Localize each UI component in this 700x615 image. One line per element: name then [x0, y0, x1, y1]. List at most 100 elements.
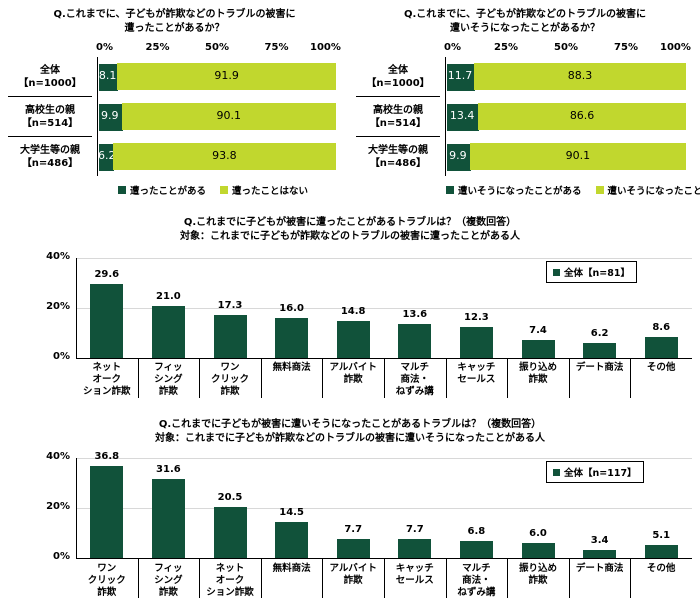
category-label: キャッチ セールス — [395, 563, 434, 586]
legend-item: 遭ったことはない — [220, 183, 308, 197]
bar — [90, 466, 124, 558]
data-label: 13.4 — [449, 109, 475, 122]
legend-label: 遭ったことがある — [130, 186, 207, 197]
bar — [459, 541, 493, 558]
data-label: 11.7 — [447, 69, 473, 82]
x-tick-label: 50% — [205, 42, 229, 53]
category-label: ネット オーク ション詐欺 — [206, 563, 254, 598]
data-label: 7.4 — [529, 324, 547, 336]
category-label: ワン クリック 詐欺 — [210, 362, 249, 397]
data-label: 6.0 — [529, 528, 547, 539]
bar — [398, 324, 432, 358]
category-label: 高校生の親 【n=514】 — [369, 105, 427, 129]
y-tick-label: 0% — [53, 351, 70, 362]
bar — [90, 284, 124, 358]
y-axis-line — [76, 458, 77, 558]
row-separator — [356, 96, 440, 97]
category-label: その他 — [646, 563, 676, 574]
x-tick-label: 75% — [264, 42, 289, 53]
category-label: 全体 【n=1000】 — [18, 65, 82, 89]
category-separator — [568, 358, 570, 398]
category-label: 振り込め 詐欺 — [518, 563, 557, 586]
data-label: 93.8 — [212, 149, 237, 162]
category-separator — [445, 358, 447, 398]
legend-label: 遭いそうになったことはない — [607, 186, 700, 197]
chart-title: Q.これまでに子どもが被害に遭いそうになったことがあるトラブルは？（複数回答） — [158, 419, 542, 430]
y-tick-label: 20% — [46, 501, 70, 512]
data-label: 91.9 — [214, 69, 239, 82]
legend: 全体【n=81】 — [546, 261, 637, 283]
chart-title: Q.これまでに、子どもが詐欺などのトラブルの被害に 遭いそうになったことがあるか？ — [404, 9, 646, 34]
x-tick-label: 100% — [660, 42, 691, 53]
data-label: 7.7 — [344, 523, 363, 535]
category-label: マルチ 商法・ ねずみ講 — [457, 563, 496, 598]
bar-segment-yes — [98, 103, 124, 132]
category-label: 高校生の親 【n=514】 — [21, 105, 79, 129]
legend-item: 遭いそうになったことがある — [446, 183, 582, 197]
data-label: 88.3 — [567, 69, 593, 82]
data-label: 9.9 — [101, 109, 119, 122]
category-label: 無料商法 — [272, 563, 311, 574]
category-label: 全体 【n=1000】 — [366, 65, 430, 89]
category-label: アルバイト 詐欺 — [329, 563, 377, 586]
row-separator — [8, 136, 92, 137]
legend-swatch — [553, 468, 560, 476]
data-label: 90.1 — [565, 149, 591, 162]
bar-segment-no — [117, 63, 336, 90]
category-label: 大学生等の親 【n=486】 — [368, 145, 428, 169]
y-tick-label: 20% — [46, 301, 70, 312]
legend-label: 遭ったことはない — [232, 186, 309, 197]
chart-title: Q.これまでに、子どもが詐欺などのトラブルの被害に 遭ったことがあるか？ — [53, 9, 296, 34]
category-separator — [630, 558, 632, 598]
chart-title: Q.これまでに子どもが被害に遭ったことがあるトラブルは？（複数回答） — [183, 217, 517, 228]
data-label: 8.6 — [652, 321, 671, 333]
category-label: デート商法 — [575, 362, 624, 373]
bar — [583, 549, 617, 558]
data-label: 12.3 — [464, 312, 489, 324]
legend-swatch — [446, 186, 454, 194]
y-axis-line — [76, 258, 77, 358]
bar — [398, 538, 432, 558]
legend-swatch — [220, 186, 229, 194]
category-separator — [137, 558, 139, 598]
x-tick-label: 0% — [96, 42, 113, 53]
bar — [583, 342, 617, 358]
category-label: アルバイト 詐欺 — [329, 362, 377, 385]
bar — [521, 339, 555, 358]
category-label: ワン クリック 詐欺 — [87, 563, 126, 598]
category-label: フィッ シング 詐欺 — [154, 362, 183, 397]
data-label: 5.1 — [652, 530, 671, 542]
data-label: 6.2 — [590, 327, 609, 339]
x-tick-label: 0% — [444, 42, 461, 53]
category-label: マルチ 商法・ ねずみ講 — [395, 362, 434, 397]
y-tick-label: 0% — [53, 551, 70, 562]
bar-segment-no — [121, 103, 336, 130]
bar — [459, 327, 493, 358]
legend-label: 全体【n=117】 — [564, 468, 637, 479]
data-label: 20.5 — [217, 491, 243, 503]
data-label: 6.8 — [467, 526, 486, 537]
legend-swatch — [595, 186, 604, 194]
data-label: 7.7 — [405, 523, 424, 535]
category-separator — [445, 558, 447, 598]
category-separator — [507, 358, 509, 398]
legend-label: 全体【n=81】 — [564, 268, 630, 279]
gridline — [76, 508, 692, 509]
category-separator — [260, 558, 262, 598]
bar — [213, 506, 247, 558]
bar — [275, 521, 309, 558]
y-tick-label: 40% — [46, 451, 70, 462]
bar-segment-no — [112, 143, 336, 170]
row-separator — [356, 136, 440, 137]
chart-subtitle: 対象：これまでに子どもが詐欺などのトラブルの被害に遭いそうになったことがある人 — [155, 433, 545, 444]
gridline — [76, 458, 692, 459]
bar — [151, 479, 185, 558]
bar — [644, 336, 678, 358]
category-separator — [384, 358, 385, 398]
y-tick-label: 40% — [46, 251, 70, 262]
bar — [275, 318, 309, 358]
bar — [336, 538, 370, 558]
y-axis-line — [445, 57, 446, 176]
category-separator — [630, 358, 632, 398]
legend-swatch — [553, 268, 560, 276]
